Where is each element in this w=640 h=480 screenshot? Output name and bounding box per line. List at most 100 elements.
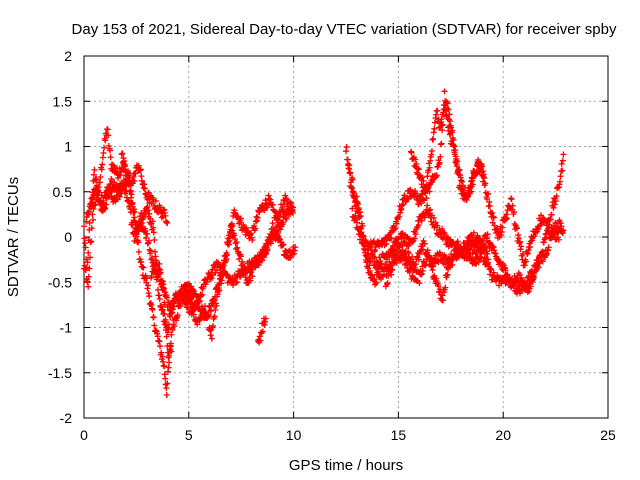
data-point [150,314,157,321]
data-point [163,391,170,398]
data-point [157,343,164,350]
data-point [119,150,126,157]
data-point [165,364,172,371]
data-point [194,304,201,311]
data-point [166,352,173,359]
data-point [211,313,218,320]
data-point [551,201,558,208]
data-point [82,244,89,251]
data-point [107,154,114,161]
data-point [150,229,157,236]
data-point [164,219,171,226]
data-point [559,157,566,164]
data-point [434,107,441,114]
x-tick-label: 5 [185,427,193,443]
data-point [473,169,480,176]
data-point [159,353,166,360]
data-point [346,162,353,169]
data-point [453,157,460,164]
data-point [223,249,230,256]
data-point [163,333,170,340]
data-point [280,241,287,248]
data-point [419,174,426,181]
data-point [144,230,151,237]
data-point [142,227,149,234]
data-point [558,168,565,175]
data-point [158,349,165,356]
data-point [196,298,203,305]
data-point [522,258,529,265]
data-point [445,106,452,113]
data-point [116,193,123,200]
data-point [504,215,511,222]
data-point [356,225,363,232]
data-point [446,111,453,118]
data-point [430,135,437,142]
data-point [510,209,517,216]
y-axis-label: SDTVAR / TECUs [5,177,22,297]
data-point [428,179,435,186]
data-point [86,254,93,261]
data-point [509,202,516,209]
data-point [290,204,297,211]
data-point [371,276,378,283]
data-point [360,232,367,239]
data-point [534,228,541,235]
data-point [287,254,294,261]
data-point [449,261,456,268]
data-point [171,323,178,330]
data-point [157,269,164,276]
data-point [556,217,563,224]
data-point [422,189,429,196]
data-point [163,327,170,334]
data-point [430,214,437,221]
data-point [86,265,93,272]
data-point [237,253,244,260]
data-point [262,315,269,322]
data-point [269,220,276,227]
data-point [205,311,212,318]
data-point [555,236,562,243]
data-point [218,277,225,284]
data-point [439,292,446,299]
y-tick-label: -1.5 [48,365,72,381]
data-point [140,264,147,271]
data-point [287,211,294,218]
y-tick-label: -0.5 [48,274,72,290]
data-point [441,230,448,237]
data-point [348,185,355,192]
data-point [370,253,377,260]
data-point [212,293,219,300]
data-point [453,163,460,170]
data-point [135,239,142,246]
data-point [169,326,176,333]
data-point [102,205,109,212]
data-point [354,219,361,226]
data-point [557,173,564,180]
data-point [232,240,239,247]
data-point [442,284,449,291]
data-point [146,210,153,217]
data-point [418,270,425,277]
data-point [523,281,530,288]
data-point [257,337,264,344]
data-point [499,224,506,231]
data-point [161,310,168,317]
data-point [358,229,365,236]
data-point [83,256,90,263]
data-point [357,213,364,220]
data-point [156,260,163,267]
data-point [85,249,92,256]
data-point [259,257,266,264]
data-point [128,191,135,198]
data-point [252,225,259,232]
data-point [375,268,382,275]
data-point [393,259,400,266]
data-point [437,153,444,160]
data-point [228,221,235,228]
y-tick-label: 1 [64,139,72,155]
data-point [508,196,515,203]
data-point [405,259,412,266]
data-point [412,231,419,238]
